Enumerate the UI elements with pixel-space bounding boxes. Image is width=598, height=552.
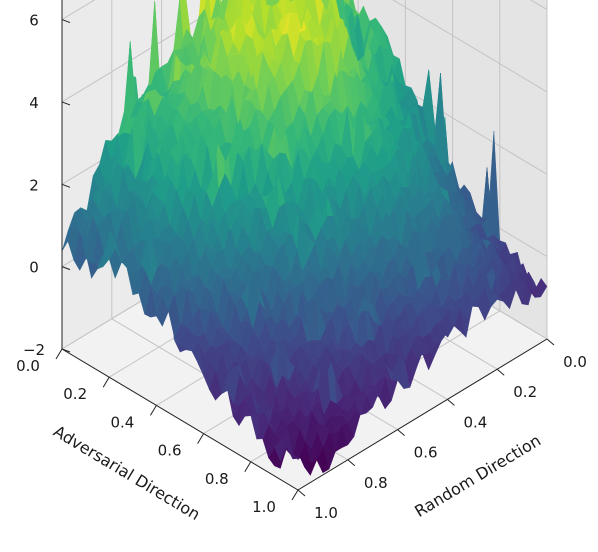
- surface-facet: [280, 0, 287, 19]
- z-tick: [61, 183, 71, 188]
- surface-mesh: [61, 0, 548, 476]
- x-tick-label: 0.4: [110, 413, 134, 431]
- z-tick-label: 2: [29, 176, 39, 194]
- surface-facet: [249, 0, 255, 7]
- y-axis-line: [297, 338, 548, 491]
- surface-facet: [314, 0, 325, 27]
- y-tick: [546, 338, 555, 346]
- z-tick-label: 6: [29, 12, 39, 30]
- z-tick: [61, 101, 71, 106]
- x-tick-label: 1.0: [252, 498, 276, 516]
- x-tick: [197, 433, 205, 444]
- z-tick-label: 0: [29, 259, 39, 277]
- x-axis-label: Adversarial Direction: [50, 422, 203, 525]
- y-tick: [397, 429, 405, 436]
- z-tick-label: 4: [29, 94, 39, 112]
- x-tick: [149, 405, 157, 416]
- surface-facet: [278, 0, 280, 2]
- y-tick: [347, 459, 356, 467]
- z-tick: [61, 348, 71, 353]
- surface-facet: [260, 0, 269, 35]
- surface-facet: [217, 0, 229, 20]
- y-tick-label: 0.6: [414, 444, 438, 462]
- surface-facet: [265, 0, 268, 5]
- surface-facet: [253, 0, 256, 7]
- y-tick: [297, 489, 306, 497]
- axis-lines: [55, 0, 555, 501]
- x-tick-label: 0.2: [63, 385, 87, 403]
- z-tick-label: −2: [23, 341, 45, 359]
- x-tick: [102, 376, 110, 388]
- x-tick-label: 0.0: [16, 357, 40, 375]
- surface-facet: [321, 0, 330, 11]
- y-tick-label: 0.8: [364, 474, 388, 492]
- z-gridline: [61, 0, 548, 103]
- surface-facet: [295, 0, 306, 30]
- x-axis-line: [61, 348, 299, 491]
- y-tick: [496, 368, 505, 376]
- x-tick: [291, 489, 299, 501]
- surface-facet: [336, 0, 347, 21]
- x-tick: [55, 348, 63, 360]
- x-tick: [244, 461, 252, 473]
- surface-facet: [289, 0, 294, 2]
- surface-facet: [198, 0, 206, 17]
- y-tick-label: 0.4: [463, 413, 487, 431]
- y-tick: [447, 399, 455, 406]
- z-tick: [61, 266, 71, 271]
- x-tick-label: 0.8: [205, 470, 229, 488]
- y-tick-label: 1.0: [314, 504, 338, 522]
- y-tick-label: 0.0: [563, 353, 587, 371]
- x-tick-label: 0.6: [158, 442, 182, 460]
- surface-facet: [266, 0, 279, 7]
- z-tick: [61, 19, 71, 24]
- y-tick-label: 0.2: [513, 383, 537, 401]
